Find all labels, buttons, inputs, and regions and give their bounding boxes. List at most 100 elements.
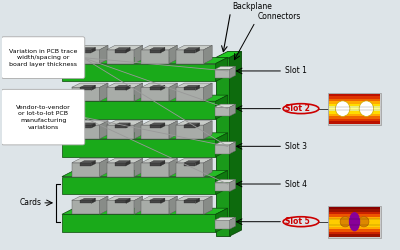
Polygon shape <box>215 142 236 145</box>
Polygon shape <box>184 85 200 87</box>
Polygon shape <box>169 158 178 176</box>
Polygon shape <box>141 46 178 50</box>
Polygon shape <box>150 200 161 203</box>
Polygon shape <box>215 66 236 70</box>
Bar <box>329 212 380 214</box>
FancyBboxPatch shape <box>2 37 85 78</box>
Polygon shape <box>80 123 96 125</box>
Polygon shape <box>80 160 96 163</box>
Bar <box>329 96 380 99</box>
Polygon shape <box>184 160 200 163</box>
Polygon shape <box>141 200 169 214</box>
Polygon shape <box>204 83 212 101</box>
Polygon shape <box>196 48 200 53</box>
Text: Vendor-to-vendor
or lot-to-lot PCB
manufacturing
variations: Vendor-to-vendor or lot-to-lot PCB manuf… <box>16 105 70 130</box>
Polygon shape <box>62 176 216 194</box>
Polygon shape <box>91 160 96 166</box>
Polygon shape <box>106 158 143 163</box>
Polygon shape <box>204 121 212 139</box>
Polygon shape <box>196 160 200 166</box>
Bar <box>329 234 380 236</box>
Polygon shape <box>215 104 236 107</box>
Polygon shape <box>141 50 169 64</box>
Polygon shape <box>134 83 143 101</box>
Polygon shape <box>80 198 96 200</box>
Polygon shape <box>176 125 204 139</box>
Polygon shape <box>72 50 100 64</box>
Polygon shape <box>106 46 143 50</box>
Bar <box>329 216 380 219</box>
Polygon shape <box>176 83 212 87</box>
Polygon shape <box>141 125 169 139</box>
Polygon shape <box>115 198 130 200</box>
Polygon shape <box>72 121 108 125</box>
Polygon shape <box>106 196 143 200</box>
Polygon shape <box>134 46 143 64</box>
Bar <box>329 116 380 118</box>
Polygon shape <box>141 121 178 125</box>
Polygon shape <box>176 196 212 200</box>
Polygon shape <box>216 58 228 82</box>
Bar <box>329 121 380 124</box>
Polygon shape <box>80 85 96 87</box>
Bar <box>329 206 380 209</box>
Polygon shape <box>176 87 204 101</box>
Polygon shape <box>91 85 96 90</box>
Polygon shape <box>196 198 200 203</box>
Polygon shape <box>80 50 91 53</box>
Polygon shape <box>230 52 242 236</box>
Polygon shape <box>100 196 108 214</box>
Polygon shape <box>72 83 108 87</box>
Polygon shape <box>80 125 91 128</box>
Polygon shape <box>204 196 212 214</box>
Bar <box>329 229 380 232</box>
Polygon shape <box>72 200 100 214</box>
Polygon shape <box>184 123 200 125</box>
Polygon shape <box>126 48 130 53</box>
FancyBboxPatch shape <box>2 89 85 145</box>
Polygon shape <box>106 121 143 125</box>
Polygon shape <box>100 46 108 64</box>
Bar <box>329 111 380 114</box>
Polygon shape <box>150 198 165 200</box>
Polygon shape <box>184 87 196 90</box>
Text: Slot 1: Slot 1 <box>285 66 307 76</box>
Text: Backplane: Backplane <box>232 2 272 11</box>
Polygon shape <box>106 200 134 214</box>
Polygon shape <box>176 121 212 125</box>
Bar <box>328 93 381 124</box>
Polygon shape <box>126 85 130 90</box>
Polygon shape <box>150 85 165 87</box>
Polygon shape <box>150 163 161 166</box>
Bar <box>329 224 380 227</box>
Polygon shape <box>62 58 228 64</box>
Text: Connectors: Connectors <box>257 12 301 21</box>
Polygon shape <box>169 196 178 214</box>
Polygon shape <box>150 50 161 53</box>
Polygon shape <box>150 87 161 90</box>
Polygon shape <box>134 158 143 176</box>
Polygon shape <box>204 46 212 64</box>
Polygon shape <box>80 87 91 90</box>
Polygon shape <box>106 125 134 139</box>
Polygon shape <box>126 198 130 203</box>
Polygon shape <box>115 50 126 53</box>
Polygon shape <box>215 217 236 220</box>
Bar <box>329 226 380 229</box>
Polygon shape <box>215 107 230 116</box>
Polygon shape <box>230 142 236 154</box>
Polygon shape <box>176 50 204 64</box>
Polygon shape <box>100 158 108 176</box>
Polygon shape <box>176 158 212 163</box>
Bar <box>329 101 380 104</box>
Polygon shape <box>204 158 212 176</box>
Polygon shape <box>169 121 178 139</box>
Polygon shape <box>216 58 230 236</box>
Bar <box>329 118 380 121</box>
Polygon shape <box>196 123 200 128</box>
Polygon shape <box>161 123 165 128</box>
Polygon shape <box>141 158 178 163</box>
Polygon shape <box>169 46 178 64</box>
Polygon shape <box>141 163 169 176</box>
Polygon shape <box>184 50 196 53</box>
